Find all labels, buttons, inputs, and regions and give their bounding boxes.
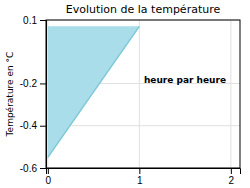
- axis-line: [40, 21, 47, 169]
- tick-label: 0: [46, 175, 52, 186]
- tick: 0: [46, 168, 52, 186]
- tick-label: 1: [137, 175, 143, 186]
- grid-line: [139, 20, 140, 168]
- tick-label: -0.4: [20, 120, 38, 131]
- tick-mark: [231, 168, 232, 174]
- tick: -0.2: [20, 78, 46, 89]
- axis-line: [47, 169, 241, 175]
- grid-line: [46, 125, 240, 126]
- tick-mark: [48, 168, 49, 174]
- tick-mark: [40, 168, 46, 169]
- tick-mark: [139, 168, 140, 174]
- tick: 0.1: [23, 15, 46, 26]
- marks: [48, 26, 140, 157]
- grid-line: [230, 20, 231, 168]
- x-axis: 0 1 2: [46, 168, 241, 186]
- annotation: heure par heure: [144, 75, 226, 85]
- tick: -0.6: [20, 163, 46, 174]
- line: [48, 26, 140, 157]
- title: Evolution de la température: [66, 3, 221, 16]
- tick-label: -0.2: [20, 78, 38, 89]
- tick-label: 2: [229, 175, 235, 186]
- tick-label: 0.1: [23, 15, 37, 26]
- plot-frame: [46, 20, 240, 168]
- tick: 1: [137, 168, 143, 186]
- y-axis: 0.1 -0.2 -0.4 -0.6: [20, 15, 47, 174]
- plot: 0 1 2 0.1 -0.2 -0.4 -0.6 heure par heure: [20, 15, 241, 186]
- tick-label: -0.6: [20, 163, 38, 174]
- tick-mark: [40, 83, 46, 84]
- area: [48, 26, 140, 157]
- tick: -0.4: [20, 120, 46, 131]
- tick-mark: [40, 126, 46, 127]
- chart: 0 1 2 0.1 -0.2 -0.4 -0.6 heure par heure Evoluti…: [0, 0, 250, 188]
- tick-mark: [40, 20, 46, 21]
- tick: 2: [229, 168, 235, 186]
- y-axis-title: Température en °C: [5, 52, 15, 138]
- grid: [46, 20, 240, 168]
